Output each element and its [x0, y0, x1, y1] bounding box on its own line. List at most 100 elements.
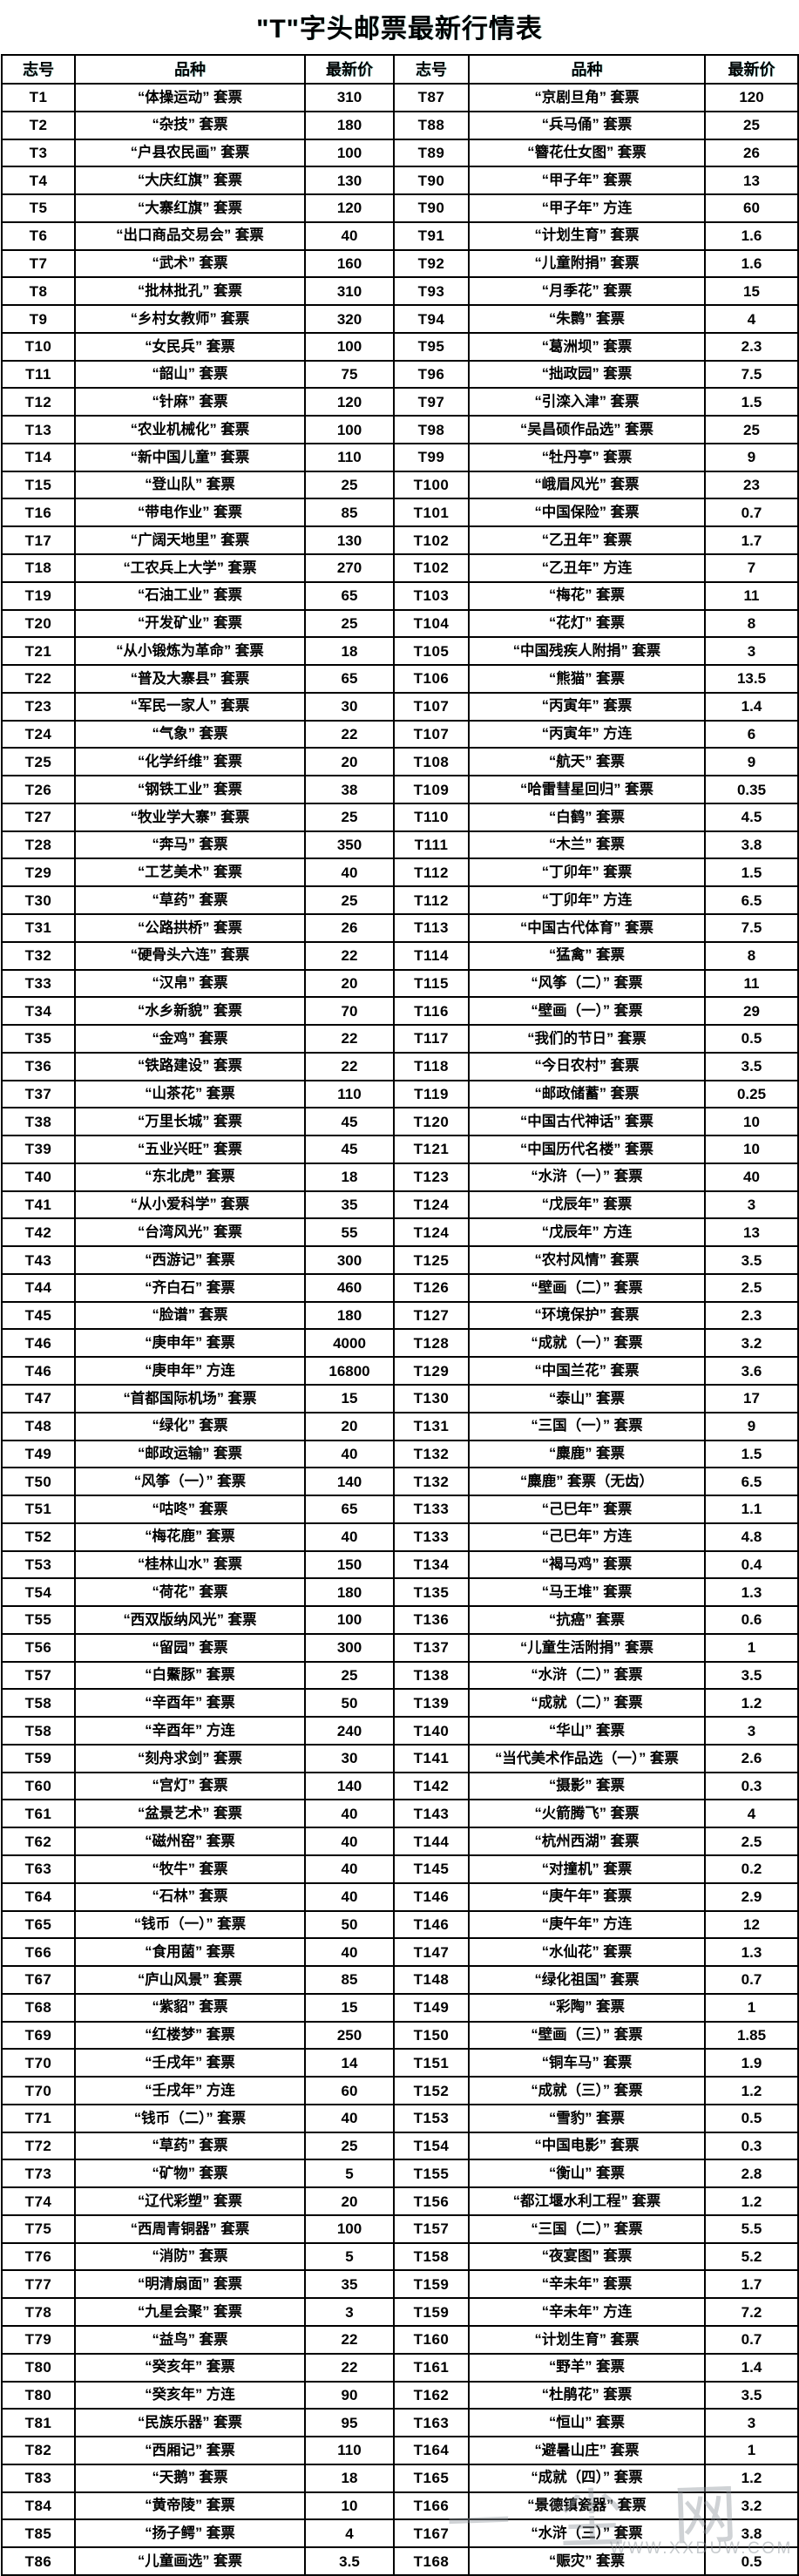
variety-cell: “化学纤维” 套票 — [76, 749, 306, 777]
price-cell: 0.2 — [706, 1856, 799, 1884]
variety-cell: “石油工业” 套票 — [76, 582, 306, 611]
variety-cell: “留园” 套票 — [76, 1634, 306, 1663]
price-cell: 40 — [306, 2105, 395, 2133]
price-cell: 0.4 — [706, 1551, 799, 1580]
price-cell: 1 — [706, 1634, 799, 1663]
variety-cell: “批林批孔” 套票 — [76, 278, 306, 307]
catalog-number-cell: T136 — [395, 1607, 470, 1635]
catalog-number-cell: T4 — [3, 167, 76, 196]
catalog-number-cell: T62 — [3, 1828, 76, 1856]
price-cell: 1.85 — [706, 2022, 799, 2051]
catalog-number-cell: T68 — [3, 1994, 76, 2023]
variety-cell: “军民一家人” 套票 — [76, 693, 306, 722]
catalog-number-cell: T157 — [395, 2215, 470, 2244]
catalog-number-cell: T55 — [3, 1607, 76, 1635]
price-cell: 180 — [306, 1302, 395, 1331]
variety-cell: “对撞机” 套票 — [470, 1856, 706, 1884]
catalog-number-cell: T167 — [395, 2520, 470, 2549]
catalog-number-cell: T121 — [395, 1136, 470, 1164]
variety-cell: “白鹤” 套票 — [470, 803, 706, 832]
price-cell: 20 — [306, 1413, 395, 1441]
price-cell: 7.5 — [706, 361, 799, 390]
price-cell: 5.2 — [706, 2243, 799, 2272]
variety-cell: “庚午年” 套票 — [470, 1883, 706, 1912]
variety-cell: “草药” 套票 — [76, 887, 306, 915]
catalog-number-cell: T108 — [395, 749, 470, 777]
price-cell: 23 — [706, 471, 799, 500]
price-cell: 29 — [706, 998, 799, 1027]
price-cell: 6.5 — [706, 1468, 799, 1497]
variety-cell: “泰山” 套票 — [470, 1385, 706, 1413]
price-cell: 25 — [306, 887, 395, 915]
header-cell: 品种 — [76, 56, 306, 85]
price-cell: 110 — [306, 2437, 395, 2465]
price-cell: 40 — [706, 1163, 799, 1192]
price-cell: 0.7 — [706, 2327, 799, 2355]
price-cell: 1.3 — [706, 1939, 799, 1968]
variety-cell: “大庆红旗” 套票 — [76, 167, 306, 196]
catalog-number-cell: T46 — [3, 1330, 76, 1359]
price-cell: 15 — [306, 1994, 395, 2023]
catalog-number-cell: T106 — [395, 666, 470, 694]
price-cell: 20 — [306, 749, 395, 777]
variety-cell: “中国保险” 套票 — [470, 499, 706, 528]
catalog-number-cell: T71 — [3, 2105, 76, 2133]
variety-cell: “汉帛” 套票 — [76, 970, 306, 999]
price-cell: 45 — [306, 1136, 395, 1164]
catalog-number-cell: T109 — [395, 776, 470, 804]
catalog-number-cell: T129 — [395, 1358, 470, 1386]
header-cell: 最新价 — [306, 56, 395, 85]
price-cell: 90 — [306, 2382, 395, 2410]
price-cell: 2.3 — [706, 1302, 799, 1331]
price-cell: 300 — [306, 1634, 395, 1663]
price-cell: 40 — [306, 1883, 395, 1912]
price-cell: 100 — [306, 139, 395, 168]
catalog-number-cell: T77 — [3, 2271, 76, 2300]
variety-cell: “白鱀豚” 套票 — [76, 1662, 306, 1691]
price-cell: 1 — [706, 2437, 799, 2465]
variety-cell: “航天” 套票 — [470, 749, 706, 777]
price-cell: 1.1 — [706, 1496, 799, 1524]
variety-cell: “铁路建设” 套票 — [76, 1053, 306, 1081]
variety-cell: “天鹅” 套票 — [76, 2464, 306, 2493]
price-cell: 65 — [306, 582, 395, 611]
variety-cell: “新中国儿童” 套票 — [76, 444, 306, 472]
price-cell: 0.25 — [706, 1081, 799, 1109]
price-cell: 14 — [306, 2050, 395, 2078]
price-cell: 7.5 — [706, 914, 799, 943]
price-cell: 11 — [706, 582, 799, 611]
catalog-number-cell: T18 — [3, 555, 76, 583]
price-cell: 18 — [306, 1163, 395, 1192]
catalog-number-cell: T150 — [395, 2022, 470, 2051]
variety-cell: “辛酉年” 方连 — [76, 1718, 306, 1746]
variety-cell: “农业机械化” 套票 — [76, 417, 306, 444]
catalog-number-cell: T82 — [3, 2437, 76, 2465]
catalog-number-cell: T132 — [395, 1441, 470, 1469]
variety-cell: “丙寅年” 套票 — [470, 693, 706, 722]
catalog-number-cell: T164 — [395, 2437, 470, 2465]
catalog-number-cell: T92 — [395, 250, 470, 279]
catalog-number-cell: T13 — [3, 417, 76, 444]
catalog-number-cell: T56 — [3, 1634, 76, 1663]
price-cell: 11 — [706, 970, 799, 999]
variety-cell: “工艺美术” 套票 — [76, 859, 306, 888]
catalog-number-cell: T152 — [395, 2078, 470, 2105]
variety-cell: “三国（二）” 套票 — [470, 2215, 706, 2244]
price-cell: 30 — [306, 693, 395, 722]
variety-cell: “中国古代神话” 套票 — [470, 1108, 706, 1137]
catalog-number-cell: T111 — [395, 831, 470, 860]
variety-cell: “体操运动” 套票 — [76, 85, 306, 112]
price-cell: 460 — [306, 1274, 395, 1303]
variety-cell: “武术” 套票 — [76, 250, 306, 279]
catalog-number-cell: T104 — [395, 610, 470, 639]
price-cell: 5.5 — [706, 2215, 799, 2244]
catalog-number-cell: T149 — [395, 1994, 470, 2023]
catalog-number-cell: T23 — [3, 693, 76, 722]
price-cell: 40 — [306, 1856, 395, 1884]
catalog-number-cell: T8 — [3, 278, 76, 307]
price-cell: 25 — [306, 1662, 395, 1691]
price-cell: 6 — [706, 721, 799, 749]
catalog-number-cell: T46 — [3, 1358, 76, 1386]
price-cell: 18 — [306, 2464, 395, 2493]
price-cell: 4.5 — [706, 803, 799, 832]
